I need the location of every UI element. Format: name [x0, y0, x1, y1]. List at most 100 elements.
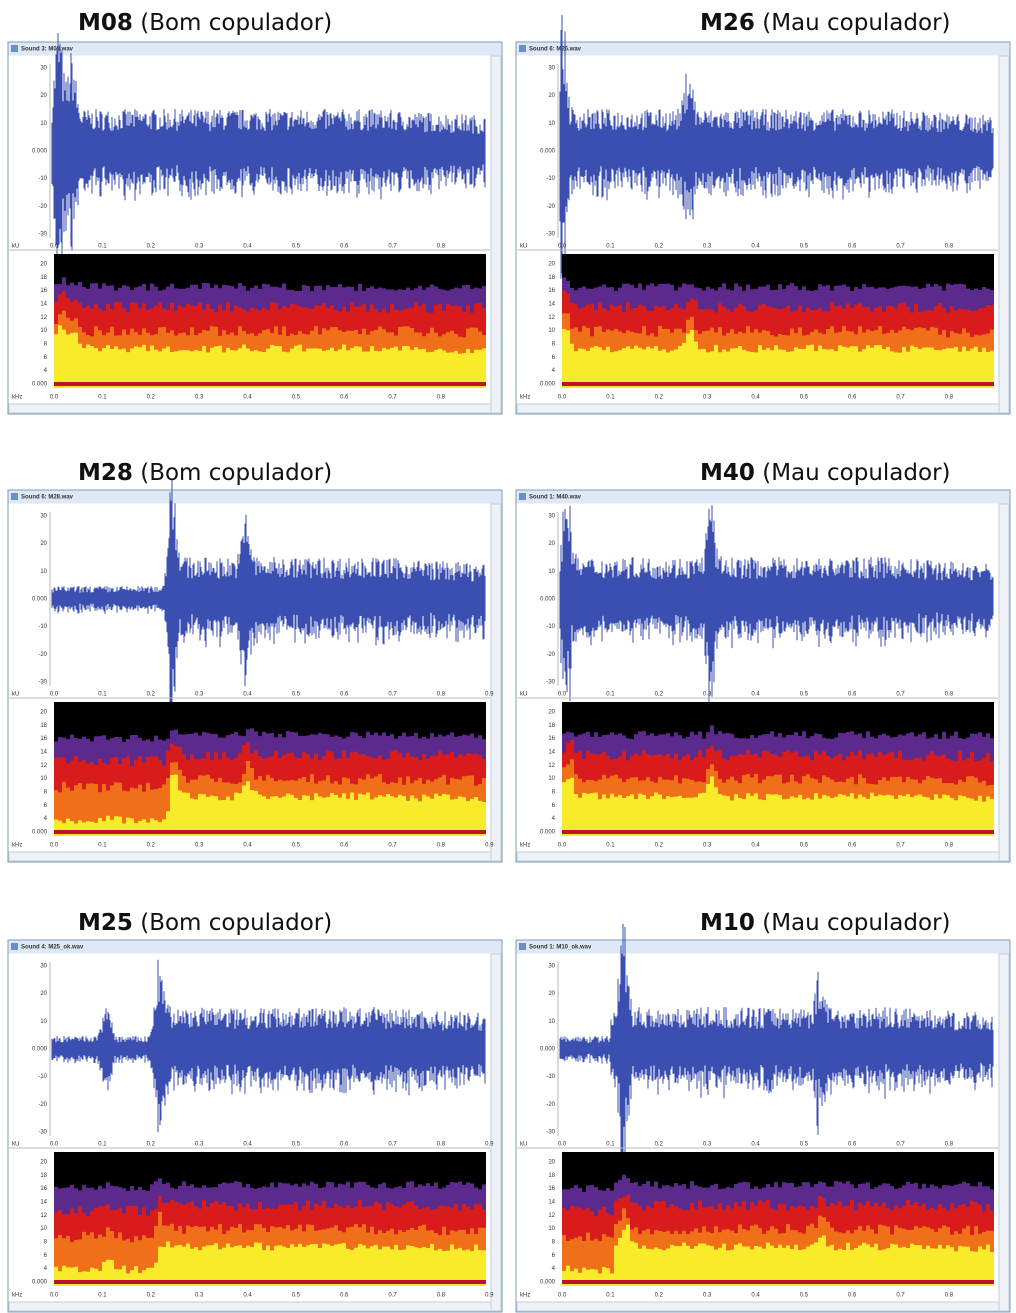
spec-cell	[314, 1244, 318, 1286]
spec-cell	[678, 1280, 682, 1284]
spec-cell	[178, 382, 182, 386]
spec-cell	[774, 382, 778, 386]
spec-cell	[746, 382, 750, 386]
spec-cell	[862, 1243, 866, 1286]
spec-cell	[718, 830, 722, 834]
spec-cell	[586, 382, 590, 386]
spec-cell	[882, 830, 886, 834]
y-tick-label: 14	[548, 750, 555, 756]
spec-cell	[254, 1242, 258, 1286]
spec-cell	[974, 1280, 978, 1284]
spec-cell	[54, 334, 58, 388]
spec-cell	[262, 1280, 266, 1284]
x-tick-label: 0.3	[195, 1293, 204, 1299]
y-tick-label: 18	[40, 1173, 47, 1179]
spec-cell	[934, 830, 938, 834]
spec-cell	[254, 382, 258, 386]
x-tick-label: 0.2	[655, 692, 664, 698]
spec-cell	[378, 830, 382, 834]
spec-cell	[982, 1280, 986, 1284]
status: (Bom copulador)	[133, 460, 332, 486]
x-tick-label: 0.4	[243, 244, 252, 250]
spec-cell	[846, 382, 850, 386]
spec-cell	[702, 1243, 706, 1286]
spec-cell	[726, 1280, 730, 1284]
spec-cell	[734, 1245, 738, 1286]
spec-cell	[710, 776, 714, 836]
spec-cell	[914, 830, 918, 834]
spec-cell	[738, 830, 742, 834]
spec-cell	[246, 1280, 250, 1284]
spec-cell	[318, 382, 322, 386]
spec-cell	[834, 382, 838, 386]
x-tick-label: 0.8	[437, 1142, 446, 1148]
spec-cell	[58, 830, 62, 834]
spec-cell	[270, 1280, 274, 1284]
y-tick-label: 20	[548, 93, 555, 99]
spec-cell	[298, 1244, 302, 1286]
spec-cell	[618, 1238, 622, 1286]
y-tick-label: 30	[548, 964, 555, 970]
spec-cell	[874, 1244, 878, 1286]
spec-cell	[174, 775, 178, 836]
spec-cell	[190, 830, 194, 834]
spec-cell	[626, 1280, 630, 1284]
spec-cell	[62, 830, 66, 834]
spec-cell	[202, 1280, 206, 1284]
spec-cell	[78, 1280, 82, 1284]
spec-cell	[466, 830, 470, 834]
spec-cell	[186, 1244, 190, 1286]
spec-cell	[238, 830, 242, 834]
spec-cell	[170, 830, 174, 834]
y-tick-label: 16	[40, 736, 47, 742]
spec-cell	[694, 382, 698, 386]
y-tick-label: 0.000	[32, 830, 48, 836]
y-tick-label: 16	[548, 1186, 555, 1192]
spec-cell	[354, 346, 358, 388]
spec-cell	[474, 1280, 478, 1284]
spec-cell	[298, 345, 302, 388]
spec-cell	[330, 1280, 334, 1284]
spec-cell	[954, 347, 958, 388]
x-tick-label: 0.8	[437, 843, 446, 849]
spec-cell	[182, 830, 186, 834]
spec-cell	[990, 830, 994, 834]
spec-cell	[630, 794, 634, 836]
spec-cell	[422, 1280, 426, 1284]
spec-cell	[986, 1245, 990, 1286]
spec-cell	[346, 1280, 350, 1284]
x-tick-label: 0.7	[896, 1142, 905, 1148]
spec-cell	[986, 382, 990, 386]
spec-cell	[722, 830, 726, 834]
y-tick-label: 18	[548, 275, 555, 281]
y-tick-label: -10	[38, 1074, 47, 1080]
y-tick-label: 10	[548, 1019, 555, 1025]
spec-cell	[726, 796, 730, 836]
spec-cell	[446, 795, 450, 836]
spec-cell	[962, 1280, 966, 1284]
spec-cell	[230, 382, 234, 386]
spec-cell	[326, 1280, 330, 1284]
spec-cell	[350, 382, 354, 386]
x-tick-label: 0.1	[98, 244, 107, 250]
spec-cell	[226, 1280, 230, 1284]
spec-cell	[922, 830, 926, 834]
spec-cell	[374, 830, 378, 834]
spec-cell	[942, 382, 946, 386]
spec-cell	[694, 342, 698, 388]
spec-cell	[926, 1246, 930, 1286]
spec-cell	[582, 1280, 586, 1284]
spec-cell	[158, 830, 162, 834]
v-scrollbar	[491, 504, 501, 861]
spec-cell	[446, 382, 450, 386]
y-tick-label: 30	[548, 66, 555, 72]
spec-cell	[946, 382, 950, 386]
spec-cell	[854, 830, 858, 834]
spec-cell	[650, 382, 654, 386]
sound-window: Sound 3: M08.wav3020100.000-10-20-30kU0.…	[8, 33, 502, 414]
spec-cell	[682, 830, 686, 834]
spec-cell	[934, 382, 938, 386]
spec-cell	[650, 1280, 654, 1284]
spec-cell	[634, 830, 638, 834]
spec-cell	[378, 795, 382, 836]
